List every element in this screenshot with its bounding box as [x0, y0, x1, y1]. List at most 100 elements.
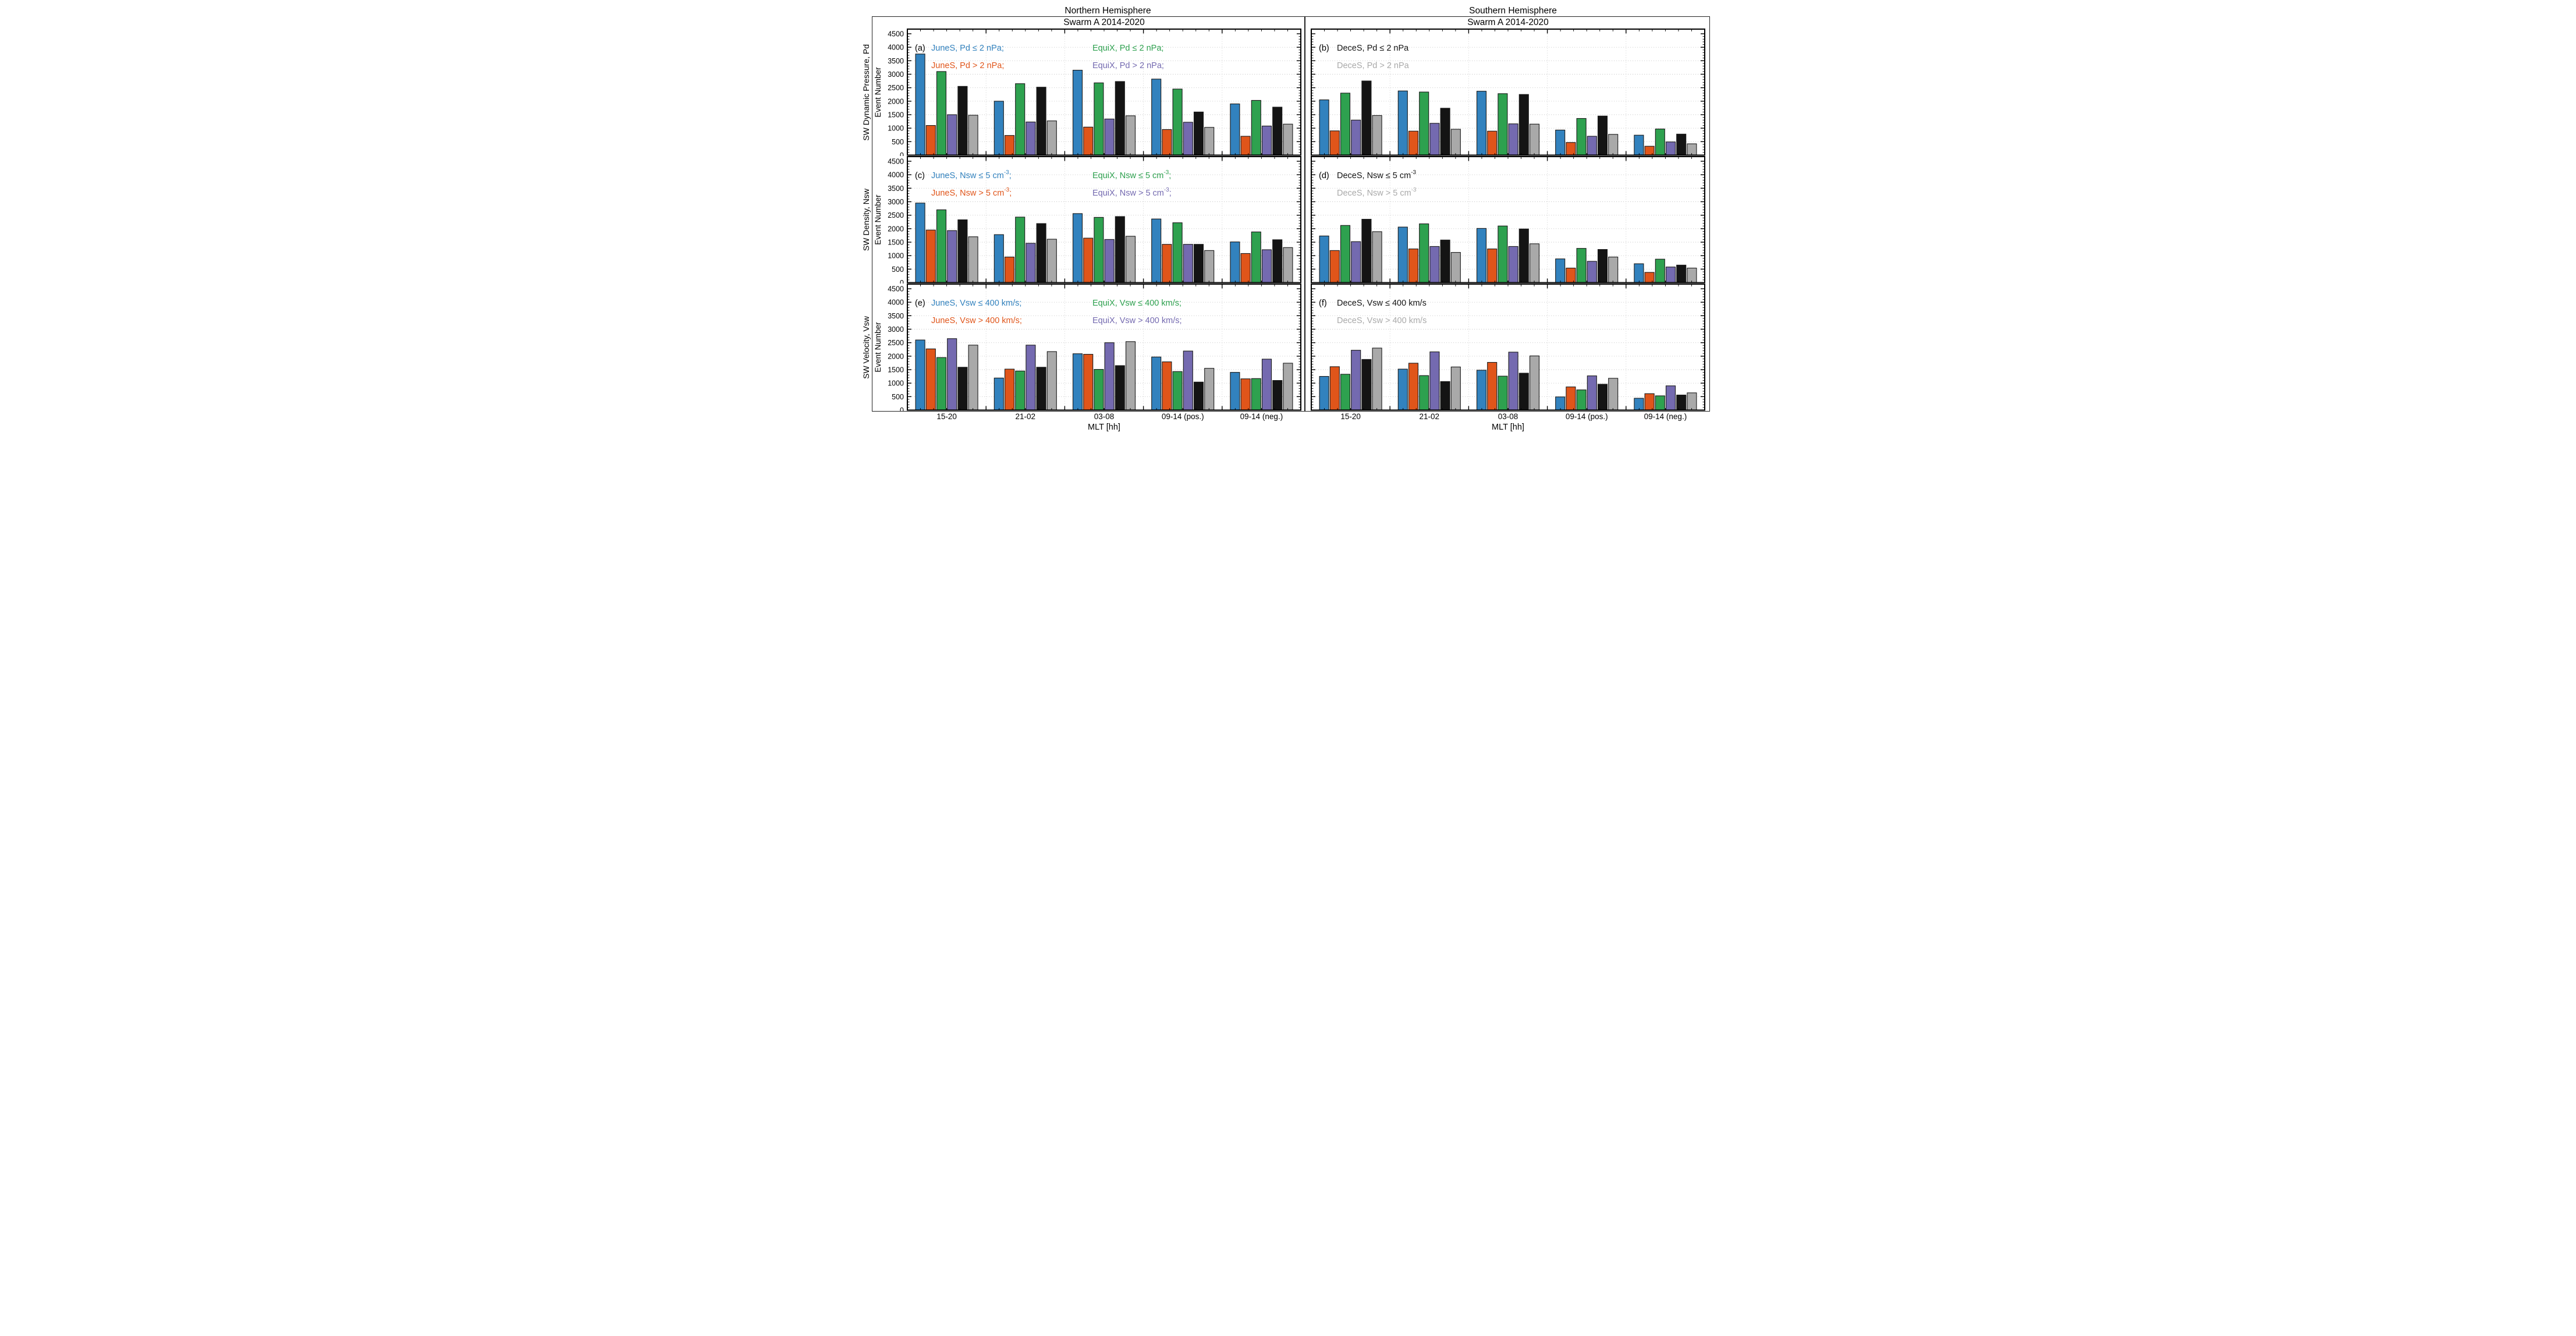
bar-green [1172, 88, 1183, 156]
bar-green [1172, 222, 1183, 283]
y-tick-label: 2500 [888, 84, 904, 92]
bar-purple [1665, 267, 1676, 283]
bar-orange [1240, 378, 1251, 411]
bar-purple [1508, 123, 1518, 156]
bar-green [936, 209, 947, 283]
x-tick-label: 03-08 [1094, 412, 1115, 421]
x-tick-label: 15-20 [936, 412, 957, 421]
bar-black [1440, 239, 1450, 283]
bar-purple [1351, 350, 1361, 411]
bar-purple [1665, 385, 1676, 411]
panel-frame [907, 283, 1301, 411]
bar-purple [1104, 118, 1115, 156]
bar-gray [1450, 129, 1461, 156]
bar-gray [1283, 247, 1293, 283]
bar-orange [1408, 363, 1419, 411]
x-tick-labels-right: 15-20 21-02 03-08 09-14 (pos.) 09-14 (neg.) [1311, 412, 1705, 421]
legend-entry: EquiX, Vsw ≤ 400 km/s; [1092, 299, 1181, 308]
legend-entry: EquiX, Vsw > 400 km/s; [1092, 316, 1182, 325]
bar-black [1597, 115, 1608, 156]
bar-green [936, 71, 947, 156]
x-tick-labels-left: 15-20 21-02 03-08 09-14 (pos.) 09-14 (neg.) [907, 412, 1301, 421]
bar-blue [994, 234, 1004, 283]
y-tick-label: 4000 [888, 44, 904, 52]
bar-black [1597, 249, 1608, 283]
bar-purple [1508, 352, 1518, 411]
panel-frame [907, 156, 1301, 283]
row-label-pd: SW Dynamic Pressure, Pd [861, 44, 871, 141]
bar-purple [1351, 241, 1361, 283]
panel-letter: (c) [915, 171, 925, 180]
bar-gray [1204, 127, 1215, 156]
bar-purple [1261, 249, 1272, 283]
bar-black [1193, 244, 1204, 283]
y-tick-label: 500 [892, 265, 904, 274]
panel-frame [1311, 29, 1705, 156]
bar-orange [1083, 354, 1094, 411]
bar-gray [1687, 267, 1697, 283]
bar-orange [1004, 368, 1015, 411]
legend-entry: JuneS, Nsw ≤ 5 cm-3; [931, 169, 1012, 180]
panel-e-chart: 0 500 1000 1500 2000 2500 3000 3500 4000 4500 Even… [874, 283, 1301, 414]
legend-entry: EquiX, Pd > 2 nPa; [1092, 61, 1164, 70]
bar-gray [1687, 392, 1697, 411]
x-tick-label: 03-08 [1498, 412, 1518, 421]
bar-orange [1083, 238, 1094, 283]
y-tick-label: 2500 [888, 211, 904, 219]
bar-purple [1261, 125, 1272, 156]
x-axis-label-right: MLT [hh] [1492, 423, 1524, 432]
northern-hemisphere-title: Northern Hemisphere [1065, 6, 1151, 16]
bar-purple [1508, 246, 1518, 283]
bar-green [1094, 82, 1104, 156]
bar-blue [1230, 103, 1240, 156]
right-column-box: Swarm A 2014-2020 (b) DeceS, Pd ≤ 2 nPa De… [1305, 16, 1710, 412]
bar-green [1419, 375, 1429, 411]
y-tick-label: 1000 [888, 252, 904, 260]
bar-purple [1183, 122, 1193, 156]
y-tick-label: 3500 [888, 312, 904, 320]
right-subtitle: Swarm A 2014-2020 [1467, 17, 1549, 27]
bar-blue [1151, 218, 1162, 283]
legend-entry: DeceS, Vsw ≤ 400 km/s [1337, 299, 1427, 308]
bar-black [1036, 367, 1046, 411]
bar-gray [1529, 243, 1540, 283]
bar-orange [1083, 126, 1094, 156]
panel-letter: (a) [915, 44, 925, 53]
bar-black [1115, 81, 1125, 156]
row-outer-labels: SW Dynamic Pressure, Pd SW Density, Nsw … [860, 16, 872, 411]
bar-black [1440, 381, 1450, 411]
legend-entry: DeceS, Pd > 2 nPa [1337, 61, 1410, 70]
bar-black [1676, 264, 1687, 283]
y-tick-label: 4500 [888, 30, 904, 38]
legend-entry: JuneS, Pd > 2 nPa; [931, 61, 1004, 70]
left-column: Swarm A 2014-2020 0 500 1000 1500 2000 2500 30… [872, 16, 1305, 432]
bar-green [1094, 368, 1104, 411]
x-tick-label: 21-02 [1419, 412, 1440, 421]
y-tick-label: 2000 [888, 225, 904, 233]
bar-purple [1026, 345, 1036, 411]
bar-black [957, 367, 968, 411]
bar-green [1576, 248, 1587, 283]
bar-black [1115, 216, 1125, 283]
bar-blue [1151, 356, 1162, 411]
y-tick-label: 1000 [888, 125, 904, 133]
panel-d-chart: (d) DeceS, Nsw ≤ 5 cm-3 DeceS, Nsw > 5 cm-… [1311, 156, 1705, 283]
bar-blue [1072, 213, 1083, 283]
bar-purple [1183, 244, 1193, 283]
bar-purple [1183, 350, 1193, 411]
bar-gray [968, 345, 978, 411]
bar-black [957, 86, 968, 156]
bar-black [1115, 365, 1125, 411]
bar-black [957, 219, 968, 283]
bar-orange [1644, 146, 1655, 156]
bar-purple [947, 114, 957, 156]
bar-gray [1372, 115, 1382, 156]
bar-orange [925, 348, 936, 411]
bar-orange [1004, 256, 1015, 283]
legend-entry: EquiX, Pd ≤ 2 nPa; [1092, 44, 1163, 53]
legend-entry: JuneS, Vsw > 400 km/s; [931, 316, 1022, 325]
bar-orange [1408, 249, 1419, 283]
y-tick-label: 500 [892, 138, 904, 146]
bar-purple [1261, 359, 1272, 411]
bar-purple [1587, 261, 1597, 283]
